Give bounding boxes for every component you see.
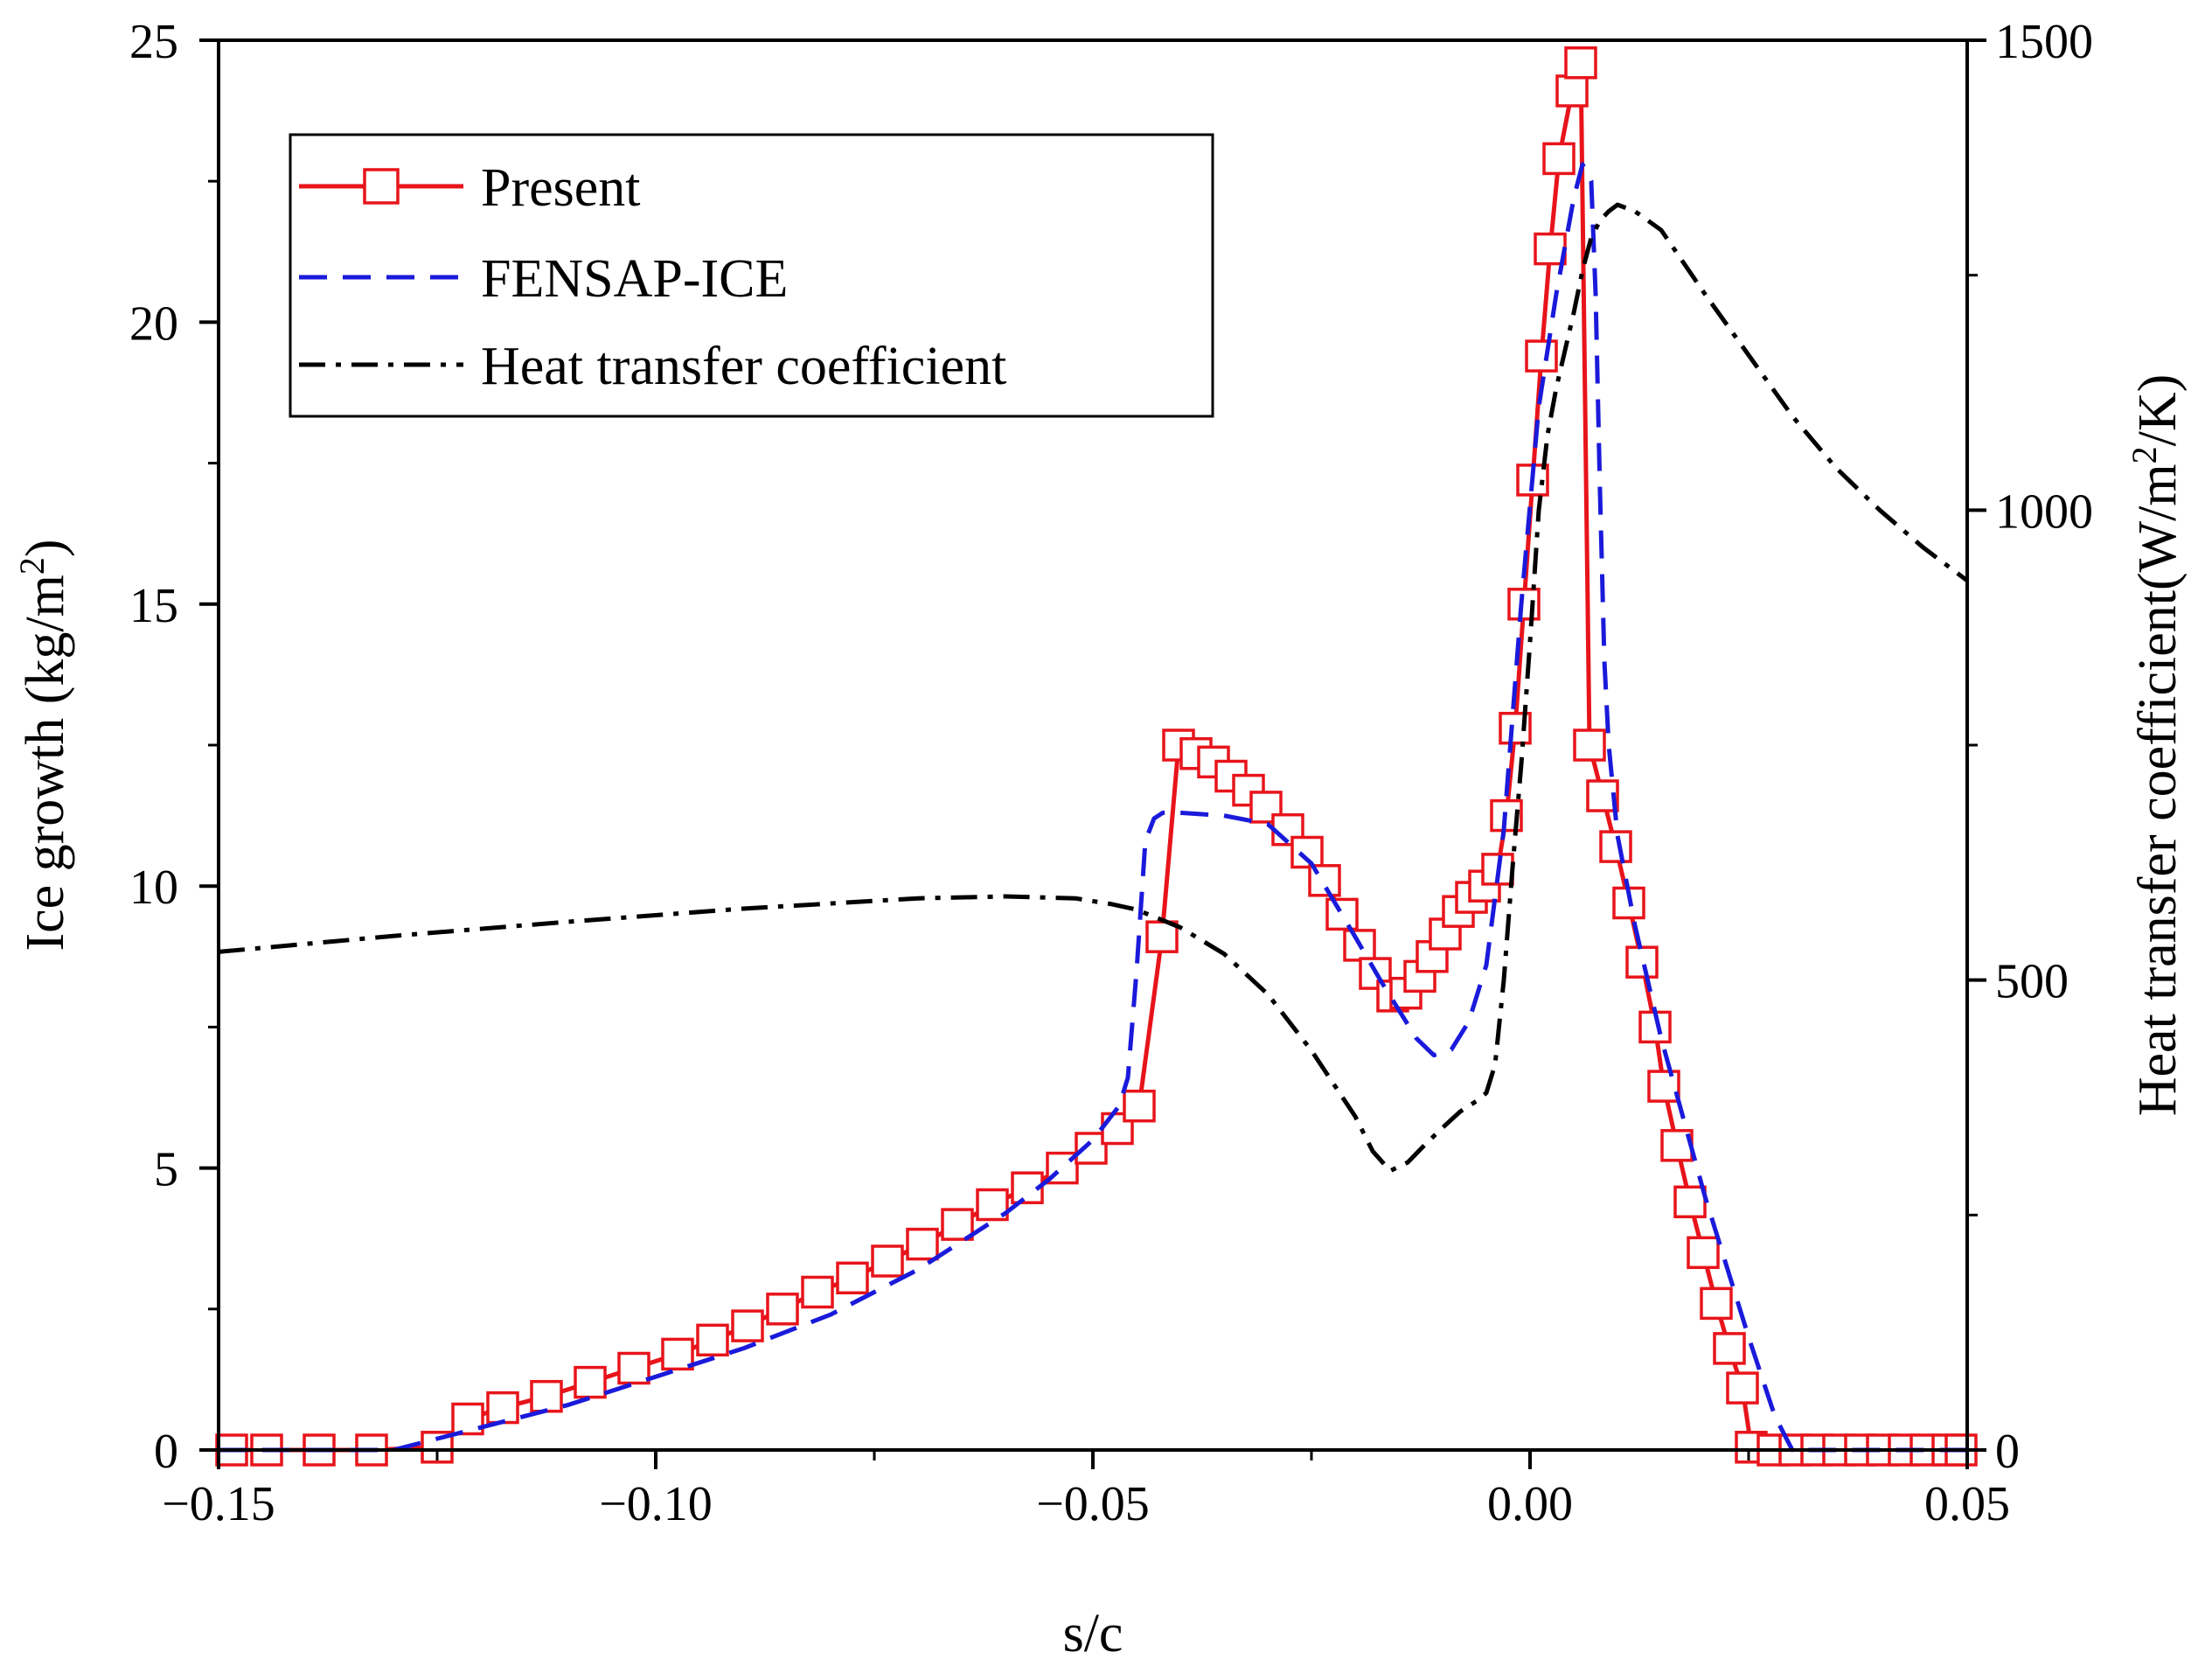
left-y-tick-label: 10 (129, 861, 178, 915)
series-marker-present (731, 1309, 764, 1342)
series-marker-present (1647, 1070, 1680, 1103)
series-marker-present (1687, 1236, 1720, 1270)
series-marker-present (1123, 1089, 1156, 1123)
axis-layer: −0.15 −0.10 −0.05 0.00 0.0505101520250500100… (129, 15, 2093, 1531)
left-y-tick-label: 0 (154, 1425, 178, 1479)
legend-label-fensap-ice: FENSAP-ICE (481, 249, 788, 309)
x-tick-label: 0.00 (1487, 1477, 1573, 1531)
series-marker-present (1555, 74, 1589, 108)
series-marker-present (617, 1351, 650, 1385)
series-marker-present (1673, 1185, 1707, 1219)
series-marker-present (530, 1379, 563, 1413)
series-line-heat-transfer-coefficient (218, 202, 1969, 1174)
series-marker-present (836, 1261, 869, 1295)
series-layer (215, 46, 1978, 1467)
series-marker-present (486, 1391, 519, 1425)
series-marker-present (766, 1293, 799, 1326)
series-marker-present (1700, 1286, 1733, 1321)
x-tick-label: 0.05 (1924, 1477, 2010, 1531)
legend-label-heat-transfer-coefficient: Heat transfer coefficient (481, 337, 1006, 396)
series-marker-present (1599, 830, 1632, 863)
series-marker-present (1713, 1332, 1746, 1365)
right-y-tick-label: 500 (1995, 955, 2069, 1009)
series-marker-present (1726, 1371, 1759, 1405)
series-marker-present (661, 1337, 694, 1371)
series-marker-present (696, 1323, 729, 1357)
legend-label-present: Present (481, 158, 641, 218)
series-marker-present (1290, 835, 1324, 869)
series-marker-present (1625, 945, 1659, 979)
left-y-tick-label: 20 (129, 296, 178, 351)
series-marker-present (871, 1244, 904, 1278)
series-marker-present (1573, 728, 1606, 762)
series-marker-present (1564, 46, 1597, 80)
left-y-tick-label: 15 (129, 579, 178, 633)
x-axis-title: s/c (1063, 1604, 1123, 1663)
left-y-tick-label: 25 (129, 15, 178, 69)
series-marker-present (906, 1227, 939, 1261)
series-marker-present (941, 1208, 974, 1241)
legend-item-present: Present (299, 158, 641, 218)
series-line-fensap-ice (219, 162, 1967, 1453)
x-tick-label: −0.15 (162, 1477, 275, 1531)
series-marker-present (1249, 791, 1283, 824)
left-y-axis-title: Ice growth (kg/m2) (12, 539, 75, 951)
right-y-tick-label: 1500 (1995, 15, 2093, 69)
series-marker-present (1525, 339, 1558, 373)
series-marker-present (1534, 232, 1567, 266)
legend: Present FENSAP-ICE Heat transfer coeffic… (289, 133, 1214, 418)
legend-marker-present (363, 168, 400, 205)
legend-item-fensap-ice: FENSAP-ICE (299, 249, 788, 309)
right-y-tick-label: 0 (1995, 1425, 2020, 1479)
x-tick-label: −0.10 (599, 1477, 713, 1531)
series-marker-present (801, 1275, 834, 1309)
series-marker-present (451, 1402, 484, 1436)
legend-item-heat-transfer-coefficient: Heat transfer coefficient (299, 337, 1006, 396)
series-marker-present (1542, 142, 1576, 176)
right-y-tick-label: 1000 (1995, 484, 2093, 539)
series-marker-present (1359, 957, 1392, 990)
x-tick-label: −0.05 (1036, 1477, 1150, 1531)
series-marker-present (1325, 897, 1359, 931)
right-y-axis-title: Heat transfer coefficient(W/m2/K) (2125, 374, 2188, 1117)
series-marker-present (574, 1365, 607, 1399)
left-y-tick-label: 5 (154, 1143, 178, 1197)
